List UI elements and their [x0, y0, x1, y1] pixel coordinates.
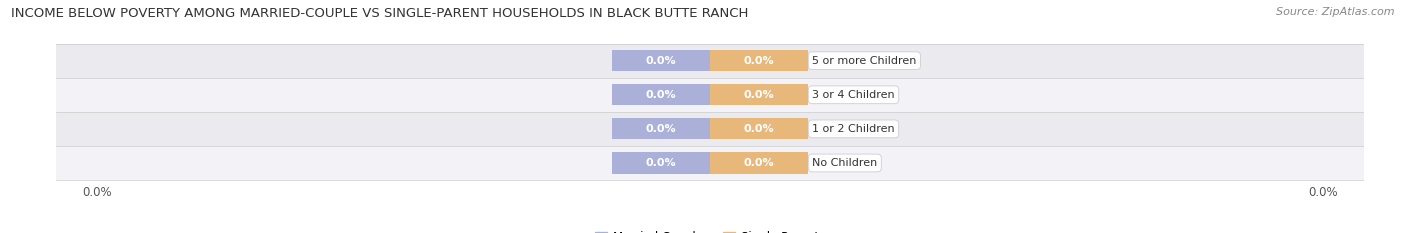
- Text: Source: ZipAtlas.com: Source: ZipAtlas.com: [1277, 7, 1395, 17]
- Bar: [612, 152, 710, 174]
- Bar: [710, 84, 808, 105]
- Text: INCOME BELOW POVERTY AMONG MARRIED-COUPLE VS SINGLE-PARENT HOUSEHOLDS IN BLACK B: INCOME BELOW POVERTY AMONG MARRIED-COUPL…: [11, 7, 748, 20]
- Bar: [612, 84, 710, 105]
- Text: 0.0%: 0.0%: [645, 56, 676, 66]
- Text: 0.0%: 0.0%: [744, 56, 775, 66]
- Bar: [0, 146, 1406, 180]
- Bar: [710, 118, 808, 140]
- Bar: [710, 50, 808, 71]
- Text: 0.0%: 0.0%: [645, 124, 676, 134]
- Text: No Children: No Children: [813, 158, 877, 168]
- Bar: [0, 78, 1406, 112]
- Bar: [0, 112, 1406, 146]
- Text: 0.0%: 0.0%: [744, 158, 775, 168]
- Text: 0.0%: 0.0%: [645, 90, 676, 100]
- Bar: [612, 118, 710, 140]
- Text: 3 or 4 Children: 3 or 4 Children: [813, 90, 894, 100]
- Legend: Married Couples, Single Parents: Married Couples, Single Parents: [591, 226, 830, 233]
- Text: 1 or 2 Children: 1 or 2 Children: [813, 124, 894, 134]
- Text: 5 or more Children: 5 or more Children: [813, 56, 917, 66]
- Text: 0.0%: 0.0%: [744, 124, 775, 134]
- Text: 0.0%: 0.0%: [744, 90, 775, 100]
- Bar: [0, 44, 1406, 78]
- Bar: [612, 50, 710, 71]
- Bar: [710, 152, 808, 174]
- Text: 0.0%: 0.0%: [645, 158, 676, 168]
